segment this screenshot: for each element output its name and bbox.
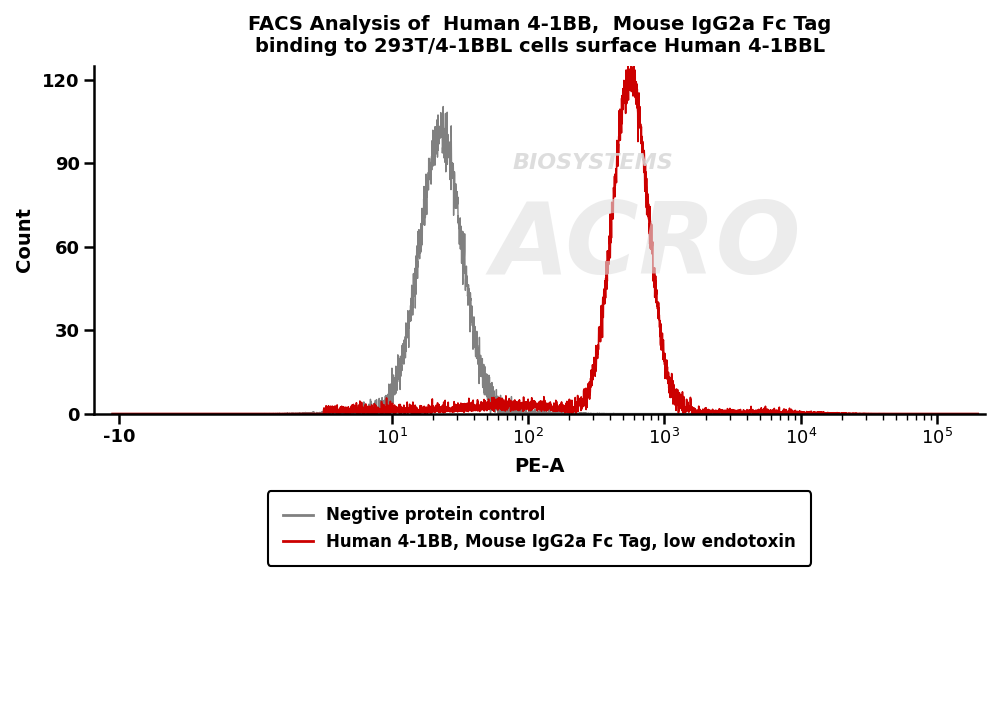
Negtive protein control bbox=[264, 409, 276, 418]
Negtive protein control bbox=[106, 409, 118, 418]
Text: BIOSYSTEMS: BIOSYSTEMS bbox=[513, 154, 674, 174]
Human 4-1BB, Mouse IgG2a Fc Tag, low endotoxin bbox=[625, 52, 637, 61]
Title: FACS Analysis of  Human 4-1BB,  Mouse IgG2a Fc Tag
binding to 293T/4-1BBL cells : FACS Analysis of Human 4-1BB, Mouse IgG2… bbox=[248, 15, 831, 56]
Human 4-1BB, Mouse IgG2a Fc Tag, low endotoxin bbox=[670, 387, 682, 396]
Y-axis label: Count: Count bbox=[15, 207, 34, 272]
Legend: Negtive protein control, Human 4-1BB, Mouse IgG2a Fc Tag, low endotoxin: Negtive protein control, Human 4-1BB, Mo… bbox=[268, 491, 811, 565]
Negtive protein control bbox=[670, 409, 682, 418]
Line: Human 4-1BB, Mouse IgG2a Fc Tag, low endotoxin: Human 4-1BB, Mouse IgG2a Fc Tag, low end… bbox=[112, 56, 978, 413]
Negtive protein control bbox=[437, 122, 449, 131]
X-axis label: PE-A: PE-A bbox=[514, 456, 565, 476]
Human 4-1BB, Mouse IgG2a Fc Tag, low endotoxin bbox=[107, 409, 119, 418]
Negtive protein control bbox=[437, 102, 449, 111]
Negtive protein control bbox=[626, 409, 638, 418]
Negtive protein control bbox=[819, 409, 831, 418]
Human 4-1BB, Mouse IgG2a Fc Tag, low endotoxin bbox=[626, 81, 638, 89]
Human 4-1BB, Mouse IgG2a Fc Tag, low endotoxin bbox=[437, 408, 449, 417]
Human 4-1BB, Mouse IgG2a Fc Tag, low endotoxin bbox=[106, 409, 118, 418]
Text: ACRO: ACRO bbox=[492, 198, 801, 295]
Negtive protein control bbox=[972, 409, 984, 418]
Human 4-1BB, Mouse IgG2a Fc Tag, low endotoxin bbox=[753, 405, 765, 413]
Negtive protein control bbox=[753, 409, 765, 418]
Human 4-1BB, Mouse IgG2a Fc Tag, low endotoxin bbox=[972, 409, 984, 418]
Line: Negtive protein control: Negtive protein control bbox=[112, 106, 978, 413]
Negtive protein control bbox=[106, 409, 118, 418]
Human 4-1BB, Mouse IgG2a Fc Tag, low endotoxin bbox=[819, 408, 831, 417]
Human 4-1BB, Mouse IgG2a Fc Tag, low endotoxin bbox=[264, 409, 276, 418]
